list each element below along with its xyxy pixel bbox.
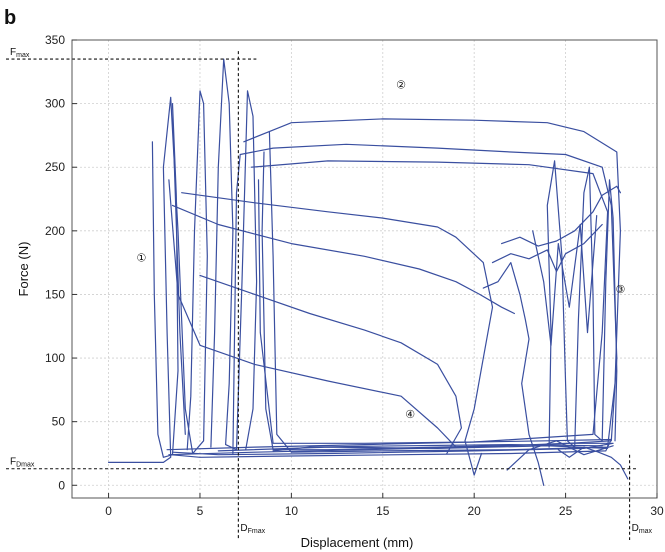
series-line-3 [232, 143, 618, 455]
series-line-5 [250, 160, 609, 444]
x-axis-label: Displacement (mm) [301, 535, 414, 550]
series-line-19 [557, 446, 629, 480]
y-tick-label-4: 200 [45, 224, 65, 238]
x-tick-label-3: 15 [376, 504, 390, 518]
x-tick-label-6: 30 [650, 504, 664, 518]
x-tick-label-4: 20 [468, 504, 482, 518]
series-line-0 [108, 90, 208, 463]
series-line-14 [532, 215, 598, 346]
series-line-6 [181, 192, 494, 476]
series-line-16 [168, 442, 614, 456]
series-line-13 [491, 223, 603, 273]
y-tick-label-0: 0 [58, 478, 65, 492]
series-line-1 [151, 103, 186, 458]
y-tick-label-7: 350 [45, 33, 65, 47]
region-label-2: ② [396, 79, 406, 91]
series-line-12 [501, 185, 621, 247]
region-label-4: ④ [405, 409, 415, 421]
ref-label-f-max: Fmax [10, 47, 30, 59]
y-tick-label-1: 50 [52, 415, 66, 429]
region-labels: ① ② ③ ④ [137, 79, 626, 421]
y-axis-label: Force (N) [16, 242, 31, 297]
series-line-15 [166, 438, 612, 458]
region-label-1: ① [137, 252, 147, 264]
reference-lines: Fmax FDmax DFmax Dmax [6, 47, 653, 540]
series-line-20 [506, 440, 614, 471]
ref-label-d-fmax: DFmax [240, 523, 265, 535]
series-line-8 [168, 179, 457, 448]
panel-label: b [4, 7, 16, 29]
x-tick-label-2: 10 [285, 504, 299, 518]
x-tick-label-0: 0 [105, 504, 112, 518]
plot-frame [71, 39, 658, 499]
x-tick-label-1: 5 [197, 504, 204, 518]
series-line-2 [210, 58, 258, 451]
ref-label-d-max: Dmax [632, 523, 653, 535]
series-line-7 [199, 274, 462, 455]
y-tick-label-2: 100 [45, 351, 65, 365]
y-tick-label-5: 250 [45, 160, 65, 174]
plot-area [72, 40, 657, 498]
x-tick-label-5: 25 [559, 504, 573, 518]
region-label-3: ③ [616, 284, 626, 296]
series-line-11 [546, 160, 618, 448]
y-tick-label-6: 300 [45, 97, 65, 111]
series-line-9 [171, 204, 515, 315]
y-tick-label-3: 150 [45, 287, 65, 301]
ref-label-f-dmax: FDmax [10, 457, 35, 469]
data-lines [108, 58, 629, 486]
